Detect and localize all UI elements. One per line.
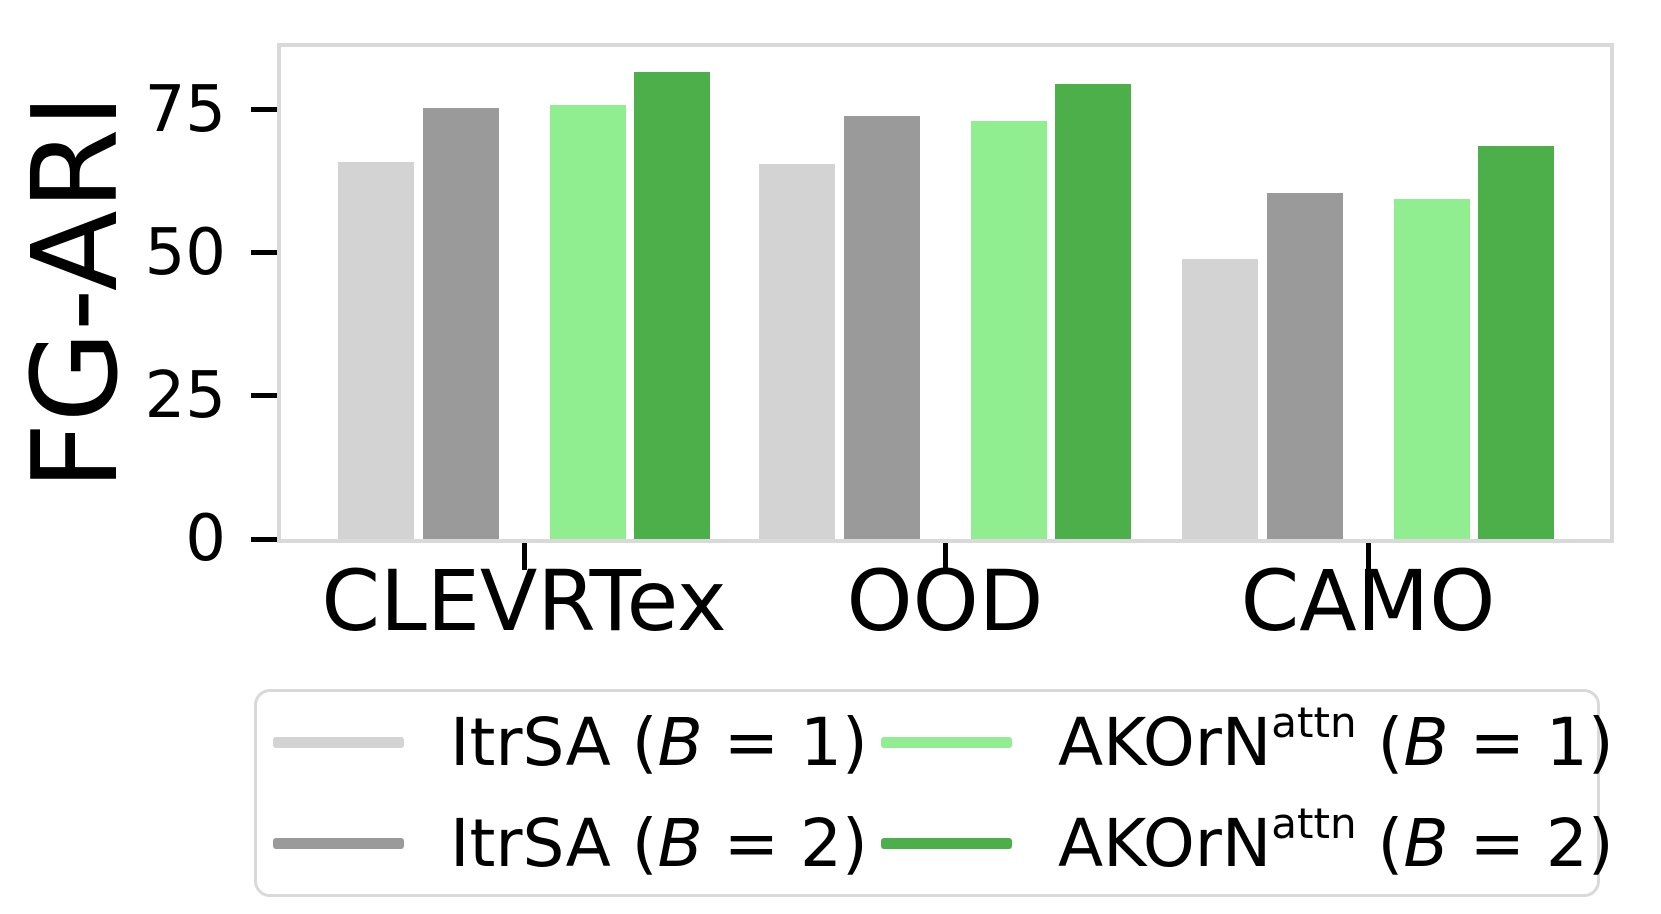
- legend-equals: =: [702, 703, 801, 781]
- legend-equals: =: [702, 804, 801, 882]
- legend-open-paren: (: [610, 703, 658, 781]
- legend-series-sup: attn: [1271, 697, 1357, 747]
- bar-s2-clevrtex: [422, 108, 499, 539]
- y-tick-label: 25: [144, 358, 226, 433]
- legend-label-s1: ItrSA (B = 1): [450, 709, 868, 776]
- plot-area: 0 25 50 75 CLEVRTex OOD CAMO: [145, 43, 1614, 647]
- legend-b-symbol: B: [657, 703, 703, 781]
- x-tick-mark: [942, 543, 948, 570]
- legend-label-s3: AKOrNattn (B = 1): [1058, 701, 1614, 776]
- legend-item-s3: AKOrNattn (B = 1): [881, 701, 1614, 776]
- x-tick-label-clevrtex: CLEVRTex: [321, 552, 727, 650]
- y-tick-label: 0: [185, 502, 226, 576]
- legend-b-value: 1: [800, 703, 843, 781]
- legend-swatch-s1: [273, 737, 404, 748]
- bar-s2-ood: [843, 116, 920, 539]
- bar-s3-camo: [1393, 198, 1470, 539]
- legend-equals: =: [1448, 703, 1546, 781]
- legend-series-name: ItrSA: [450, 703, 611, 781]
- bar-s1-clevrtex: [338, 162, 414, 539]
- legend-series-name: AKOrN: [1058, 804, 1272, 882]
- legend-series-sup: attn: [1271, 798, 1357, 848]
- legend-b-value: 1: [1545, 703, 1588, 781]
- legend-b-symbol: B: [1403, 703, 1449, 781]
- y-tick-label: 75: [144, 72, 226, 147]
- legend-b-symbol: B: [657, 804, 703, 882]
- legend-series-name: AKOrN: [1058, 703, 1272, 781]
- legend-item-s2: ItrSA (B = 2): [273, 810, 881, 877]
- legend-close-paren: ): [842, 703, 868, 781]
- legend-close-paren: ): [1587, 804, 1614, 882]
- legend-swatch-s3: [881, 737, 1012, 748]
- legend-close-paren: ): [1587, 703, 1614, 781]
- legend-b-value: 2: [1545, 804, 1588, 882]
- legend-swatch-s2: [273, 838, 404, 849]
- y-tick-mark: [251, 250, 277, 256]
- y-tick-label: 50: [144, 215, 226, 290]
- legend-swatch-s4: [881, 838, 1012, 849]
- legend-b-value: 2: [800, 804, 843, 882]
- bar-s1-camo: [1182, 259, 1258, 539]
- bar-s4-ood: [1055, 83, 1131, 539]
- legend-item-s1: ItrSA (B = 1): [273, 709, 881, 776]
- y-tick-mark: [251, 393, 277, 399]
- bar-s4-camo: [1478, 145, 1554, 539]
- y-tick-mark: [251, 107, 277, 113]
- bar-s2-camo: [1266, 193, 1343, 539]
- legend-close-paren: ): [842, 804, 868, 882]
- bar-s4-clevrtex: [634, 72, 710, 539]
- legend-open-paren: (: [1356, 804, 1404, 882]
- bar-s3-ood: [970, 121, 1047, 539]
- legend-open-paren: (: [610, 804, 658, 882]
- legend-label-s4: AKOrNattn (B = 2): [1058, 802, 1614, 877]
- legend-b-symbol: B: [1403, 804, 1449, 882]
- x-tick-mark: [1365, 543, 1371, 570]
- x-tick-label-camo: CAMO: [1240, 552, 1496, 650]
- bar-s1-ood: [759, 163, 835, 539]
- legend-label-s2: ItrSA (B = 2): [450, 810, 868, 877]
- legend-open-paren: (: [1356, 703, 1404, 781]
- legend: ItrSA (B = 1) AKOrNattn (B = 1) ItrSA (B =…: [254, 689, 1614, 897]
- legend-item-s4: AKOrNattn (B = 2): [881, 802, 1614, 877]
- legend-series-name: ItrSA: [450, 804, 611, 882]
- legend-equals: =: [1448, 804, 1546, 882]
- y-tick-mark: [251, 536, 277, 542]
- x-tick-label-ood: OOD: [846, 552, 1044, 650]
- x-tick-mark: [521, 543, 527, 570]
- bar-s3-clevrtex: [549, 104, 626, 539]
